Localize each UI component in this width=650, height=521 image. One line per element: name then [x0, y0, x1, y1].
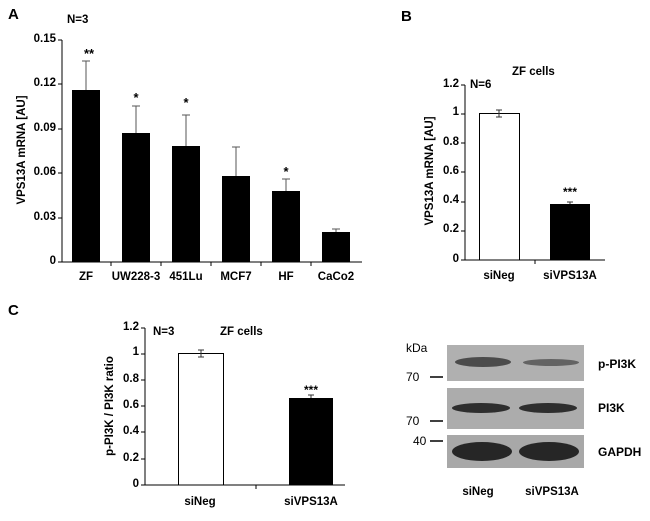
- panel-a-xtick: UW228-3: [111, 271, 161, 283]
- blot-lane-label: siNeg: [462, 486, 494, 498]
- panel-a-ytick: 0.03: [33, 211, 56, 223]
- panel-a-xtick: HF: [278, 271, 294, 283]
- panel-b-ytick: 0.6: [443, 165, 459, 177]
- panel-a-xtick: MCF7: [220, 271, 252, 283]
- panel-c-ytick: 1: [132, 346, 139, 358]
- panel-a-significance: *: [183, 95, 189, 110]
- blot-pi3k: [447, 388, 584, 429]
- blot-label-gapdh: GAPDH: [598, 445, 642, 459]
- blot-marker-70: 70: [406, 414, 420, 428]
- panel-c-ytick: 0.8: [123, 373, 139, 385]
- panel-a-ytick: 0.12: [33, 77, 56, 89]
- blot-label-p-pi3k: p-PI3K: [598, 357, 637, 371]
- blot-marker-70: 70: [406, 370, 420, 384]
- panel-a-significance: *: [283, 164, 289, 179]
- panel-a-bars: [72, 90, 350, 262]
- blot-marker-40: 40: [413, 434, 427, 448]
- panel-b-error-bars: [496, 109, 573, 204]
- panel-c-xtick: siVPS13A: [284, 496, 338, 508]
- panel-a-ytick: 0.15: [33, 33, 56, 45]
- band: [452, 442, 512, 461]
- panel-a-n-label: N=3: [67, 14, 89, 26]
- panel-a-ytick: 0.06: [33, 166, 56, 178]
- panel-c-n-label: N=3: [153, 326, 175, 338]
- panel-b-ytick: 0.4: [443, 194, 459, 206]
- panel-a-xtick: ZF: [78, 271, 94, 283]
- blot-gapdh: [447, 435, 584, 468]
- panel-c-letter: C: [8, 302, 19, 319]
- panel-b-bars: [479, 113, 590, 261]
- panel-a-ytick: 0.09: [33, 122, 56, 134]
- blot-label-pi3k: PI3K: [598, 401, 625, 415]
- panel-b-ytick: 0.2: [443, 223, 459, 235]
- band: [519, 403, 577, 413]
- panel-c-ytick: 0.6: [123, 399, 139, 411]
- panel-c-ytick: 0.4: [123, 425, 139, 437]
- band: [523, 359, 579, 366]
- panel-a-letter: A: [8, 6, 19, 23]
- panel-c-ytick: 0: [132, 478, 139, 490]
- panel-c-error-bars: [198, 349, 314, 398]
- band: [455, 357, 511, 367]
- blot-lane-label: siVPS13A: [525, 486, 579, 498]
- blot-marker-dashes: [430, 376, 443, 442]
- panel-b-n-label: N=6: [470, 79, 492, 91]
- panel-a-error-bars: [82, 60, 340, 232]
- panel-c-bars: [178, 353, 333, 486]
- panel-c-ytick: 0.2: [123, 452, 139, 464]
- panel-b-xtick: siNeg: [483, 270, 515, 282]
- blot-kda-label: kDa: [406, 341, 428, 355]
- panel-b-ytick: 1: [452, 106, 459, 118]
- panel-b-letter: B: [401, 8, 412, 25]
- panel-a-significance: *: [133, 90, 139, 105]
- panel-b-ytick: 1.2: [443, 78, 459, 90]
- panel-b-ytick: 0: [452, 253, 459, 265]
- panel-c-significance: ***: [303, 383, 318, 397]
- panel-a-xtick: CaCo2: [317, 271, 355, 283]
- panel-b-title: ZF cells: [512, 66, 555, 78]
- band: [452, 403, 510, 413]
- panel-c-ytick: 1.2: [123, 321, 139, 333]
- panel-a-xtick: 451Lu: [169, 271, 203, 283]
- panel-a-ytick: 0: [49, 255, 56, 267]
- blot-p-pi3k: [447, 345, 584, 381]
- band: [519, 442, 579, 461]
- panel-c-xtick: siNeg: [184, 496, 216, 508]
- panel-b-significance: ***: [562, 185, 577, 199]
- panel-b-ytick: 0.8: [443, 136, 459, 148]
- panel-b-xtick: siVPS13A: [543, 270, 597, 282]
- panel-a-significance: **: [83, 46, 95, 61]
- panel-a-axes: [58, 39, 362, 266]
- panel-c-title: ZF cells: [220, 326, 263, 338]
